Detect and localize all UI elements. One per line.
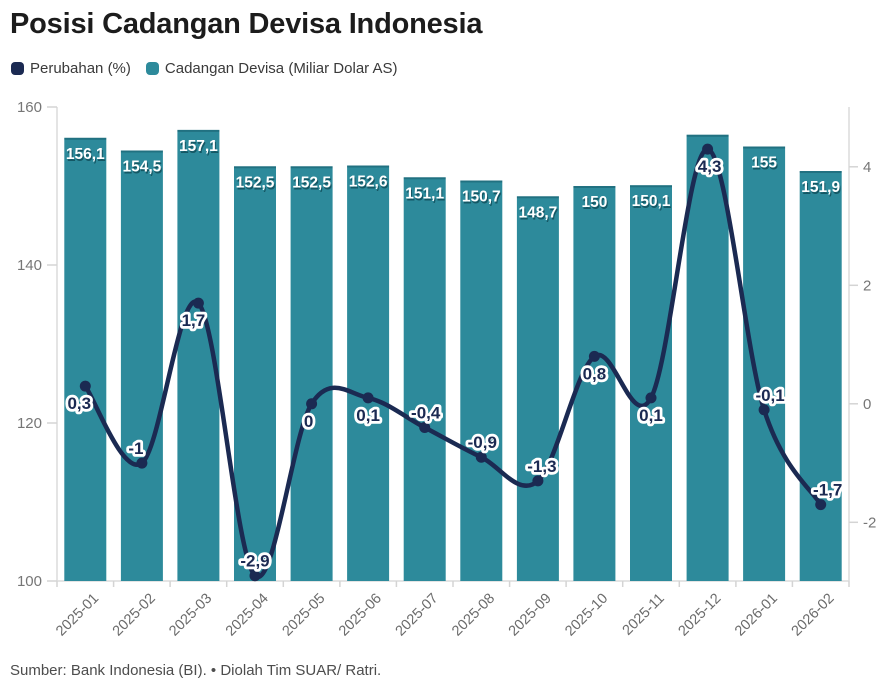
line-value-label: -1,7 — [813, 481, 842, 500]
x-axis-category-label: 2025-08 — [449, 591, 498, 640]
line-value-label: 0,1 — [639, 406, 663, 425]
x-axis-category-label: 2025-07 — [393, 591, 442, 640]
line-point — [702, 143, 714, 155]
x-axis-category-label: 2026-01 — [732, 591, 781, 640]
x-axis-category-label: 2025-09 — [506, 591, 555, 640]
bar-value-label: 152,5 — [236, 174, 275, 191]
line-point — [645, 392, 657, 404]
bar — [347, 165, 390, 581]
left-axis-tick-label: 140 — [17, 257, 42, 274]
legend-label: Cadangan Devisa (Miliar Dolar AS) — [164, 60, 398, 77]
line-value-label: 4,3 — [698, 157, 722, 176]
line-value-label: -0,9 — [468, 433, 497, 452]
bar-value-label: 157,1 — [179, 138, 218, 155]
line-value-label: 1,7 — [182, 311, 206, 330]
x-axis-category-label: 2025-05 — [279, 591, 328, 640]
x-axis-category-label: 2025-01 — [53, 591, 102, 640]
line-point — [588, 350, 600, 362]
legend-swatch-line — [11, 62, 24, 75]
line-value-label: -2,9 — [240, 552, 269, 571]
line-value-label: 0,8 — [583, 364, 607, 383]
line-point — [815, 499, 827, 511]
left-axis-tick-label: 100 — [17, 573, 42, 590]
x-axis-category-label: 2025-06 — [336, 591, 385, 640]
bar — [799, 171, 842, 581]
bar — [234, 166, 276, 582]
bar-value-label: 152,5 — [292, 174, 331, 191]
x-axis-category-label: 2025-10 — [562, 591, 611, 640]
bar — [120, 150, 163, 581]
right-axis-tick-label: 2 — [863, 277, 871, 294]
line-value-label: -0,4 — [411, 404, 441, 423]
line-value-label: -0,1 — [755, 386, 784, 405]
bar-value-label: 151,9 — [801, 179, 840, 196]
line-point — [532, 475, 544, 487]
page-title: Posisi Cadangan Devisa Indonesia — [10, 8, 483, 40]
line-point — [758, 404, 770, 416]
bar-value-label: 148,7 — [519, 204, 558, 221]
legend-item-cadangan: Cadangan Devisa (Miliar Dolar AS) — [145, 60, 398, 77]
legend-label: Perubahan (%) — [30, 60, 131, 77]
line-value-label: -1,3 — [527, 457, 556, 476]
right-axis-tick-label: 0 — [863, 396, 871, 413]
bar — [290, 166, 333, 582]
legend-item-perubahan: Perubahan (%) — [11, 60, 131, 77]
bar-value-label: 156,1 — [66, 146, 105, 163]
legend: Perubahan (%) Cadangan Devisa (Miliar Do… — [11, 60, 398, 77]
line-point — [419, 422, 431, 433]
bar — [686, 134, 729, 581]
bar — [64, 137, 107, 582]
bar-value-label: 154,5 — [123, 159, 162, 176]
line-point — [362, 392, 374, 404]
line-point — [306, 398, 318, 410]
line-point — [249, 570, 261, 582]
bar — [743, 146, 786, 581]
bar-value-label: 152,6 — [349, 174, 388, 191]
bar-value-label: 151,1 — [405, 185, 444, 202]
x-axis-category-label: 2025-12 — [675, 591, 724, 640]
legend-swatch-bar — [145, 62, 159, 75]
bar — [460, 180, 503, 581]
line-point — [475, 451, 487, 463]
x-axis-category-label: 2025-02 — [110, 591, 159, 640]
x-axis-category-label: 2025-03 — [166, 591, 215, 640]
bar — [403, 177, 446, 582]
x-axis-category-label: 2025-11 — [620, 591, 668, 639]
bar-value-label: 150 — [581, 194, 607, 211]
line-value-label: 0,1 — [356, 406, 380, 425]
bar — [516, 196, 559, 582]
line-value-label: 0 — [304, 412, 313, 431]
left-axis-tick-label: 160 — [17, 99, 42, 116]
line-point — [79, 380, 91, 392]
bar-value-label: 150,1 — [632, 193, 671, 210]
bar-value-label: 155 — [751, 155, 777, 172]
left-axis-tick-label: 120 — [17, 415, 42, 432]
right-axis-tick-label: 4 — [863, 159, 871, 176]
line-point — [192, 297, 204, 309]
right-axis-tick-label: -2 — [863, 514, 876, 531]
source-note: Sumber: Bank Indonesia (BI). • Diolah Ti… — [10, 662, 382, 679]
line-value-label: -1 — [128, 439, 143, 458]
bar — [630, 185, 672, 581]
x-axis-category-label: 2025-04 — [223, 591, 272, 640]
bar-value-label: 150,7 — [462, 189, 501, 206]
line-point — [136, 457, 148, 469]
line-value-label: 0,3 — [67, 394, 91, 413]
x-axis-category-label: 2026-02 — [789, 591, 838, 640]
